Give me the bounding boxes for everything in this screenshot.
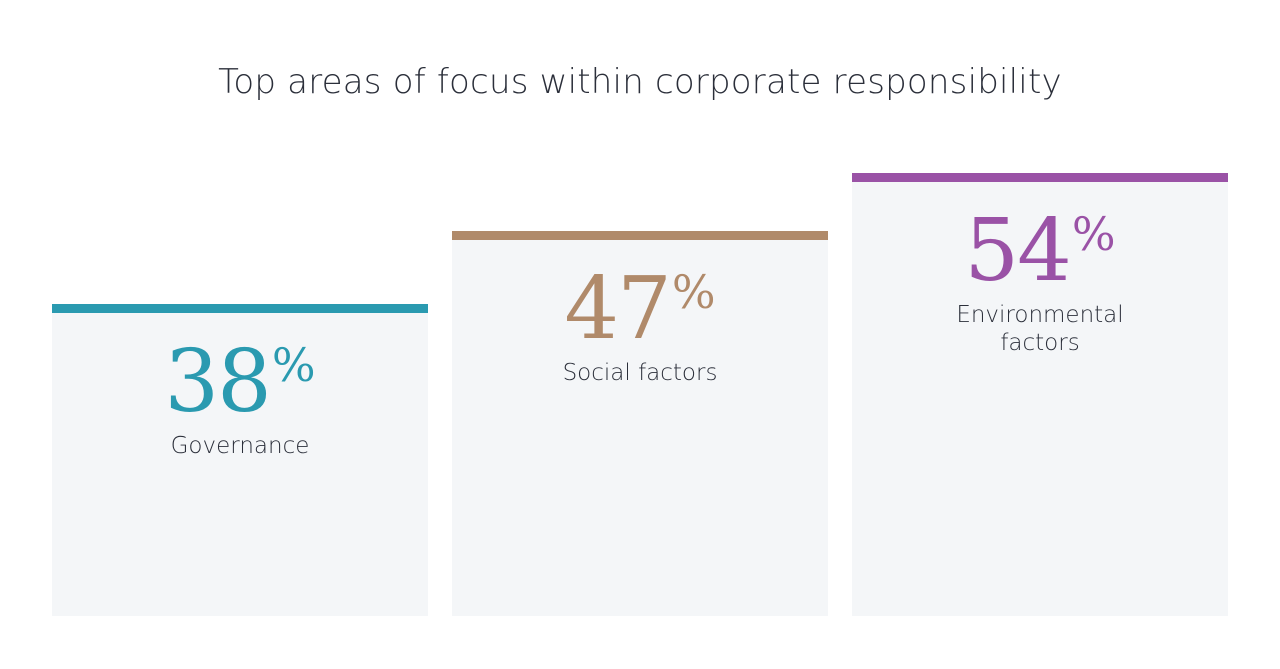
bar-social-factors: 47% Social factors	[452, 231, 828, 616]
category-label-line: Governance	[170, 433, 310, 459]
bar-value-label: 38%	[52, 338, 428, 425]
value-unit: %	[271, 338, 316, 392]
category-label: Social factors	[452, 359, 828, 387]
bar-environmental-factors: 54% Environmental factors	[852, 173, 1228, 616]
bar-top-accent	[452, 231, 828, 240]
bar-value-label: 47%	[452, 265, 828, 352]
bar-top-accent	[52, 304, 428, 313]
category-label-line: Environmental	[956, 302, 1124, 328]
bar-value-label: 54%	[852, 207, 1228, 294]
bar-top-accent	[852, 173, 1228, 182]
category-label: Governance	[52, 432, 428, 460]
value-number: 38	[164, 332, 271, 432]
chart-title: Top areas of focus within corporate resp…	[218, 62, 1062, 102]
value-unit: %	[1071, 207, 1116, 261]
value-number: 54	[964, 201, 1071, 301]
category-label-line: Social factors	[562, 360, 718, 386]
value-unit: %	[671, 265, 716, 319]
bar-governance: 38% Governance	[52, 304, 428, 616]
category-label-line: factors	[1000, 330, 1080, 356]
value-number: 47	[564, 259, 671, 359]
category-label: Environmental factors	[852, 301, 1228, 357]
